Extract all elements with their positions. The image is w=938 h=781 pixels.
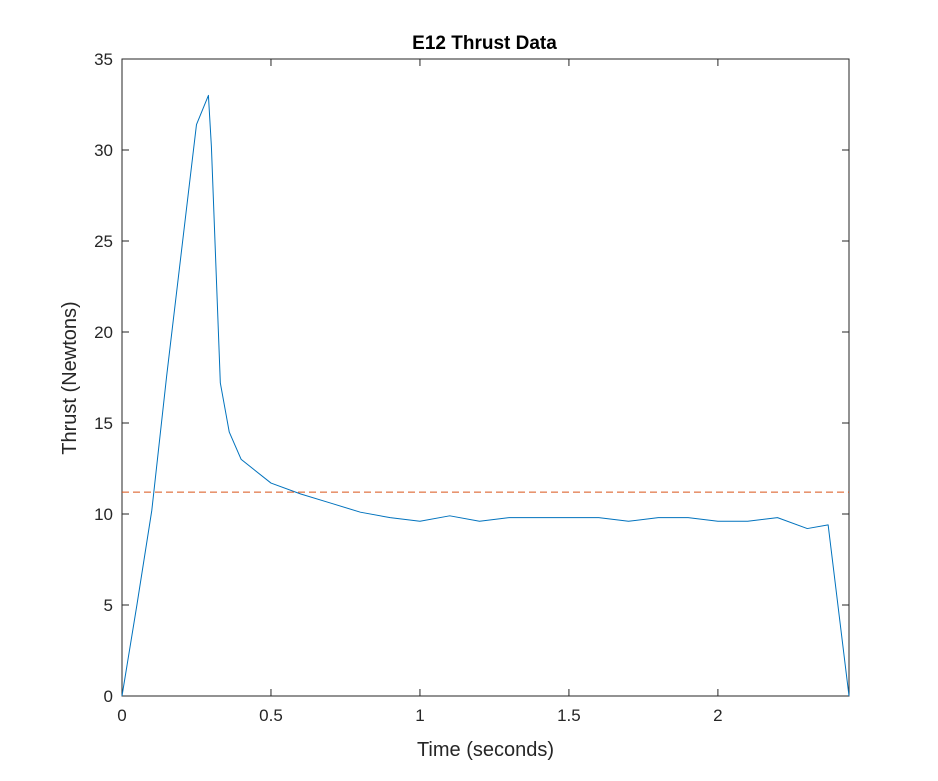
x-axis-title: Time (seconds) (417, 739, 554, 761)
y-tick-label: 35 (94, 50, 113, 69)
thrust-series-line (121, 94, 850, 697)
x-tick-label: 1 (415, 706, 424, 725)
x-tick-label: 1.5 (557, 706, 581, 725)
y-tick-label: 5 (104, 596, 113, 615)
chart-title: E12 Thrust Data (412, 33, 557, 54)
y-tick-label: 20 (94, 323, 113, 342)
y-tick-label: 30 (94, 141, 113, 160)
y-tick-label: 0 (104, 687, 113, 706)
x-tick-label: 0 (117, 706, 126, 725)
y-tick-label: 10 (94, 505, 113, 524)
y-tick-label: 25 (94, 232, 113, 251)
y-tick-label: 15 (94, 414, 113, 433)
x-tick-label: 2 (713, 706, 722, 725)
series-layer (121, 94, 850, 697)
x-tick-label: 0.5 (259, 706, 283, 725)
plot-area (121, 58, 850, 697)
y-axis-title: Thrust (Newtons) (59, 301, 81, 454)
